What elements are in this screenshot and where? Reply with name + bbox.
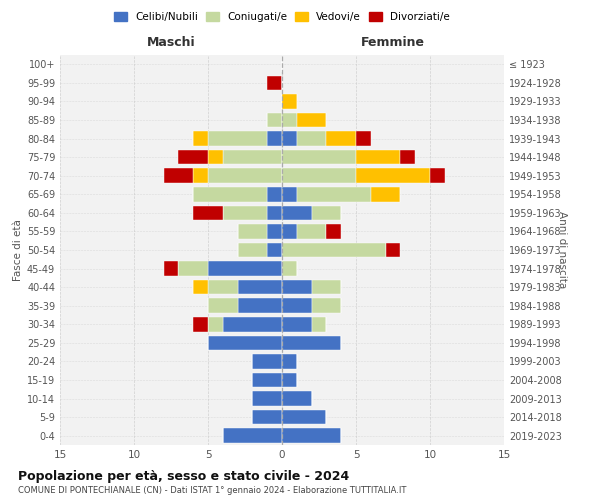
Bar (282, 206, 311, 220)
Text: Maschi: Maschi (146, 36, 196, 50)
Bar (223, 428, 282, 443)
Bar (193, 206, 223, 220)
Bar (297, 224, 326, 238)
Bar (430, 168, 445, 183)
Bar (282, 373, 297, 387)
Bar (282, 187, 297, 202)
Bar (282, 392, 311, 406)
Bar (356, 168, 430, 183)
Bar (386, 243, 400, 257)
Bar (311, 317, 326, 332)
Bar (238, 224, 267, 238)
Bar (267, 224, 282, 238)
Bar (282, 428, 341, 443)
Bar (400, 150, 415, 164)
Bar (282, 224, 297, 238)
Bar (297, 113, 326, 127)
Bar (311, 298, 341, 313)
Bar (193, 280, 208, 294)
Bar (208, 150, 223, 164)
Bar (282, 410, 326, 424)
Bar (282, 280, 311, 294)
Bar (208, 298, 238, 313)
Bar (193, 132, 208, 146)
Bar (223, 150, 282, 164)
Bar (193, 168, 208, 183)
Bar (164, 262, 178, 276)
Bar (208, 262, 282, 276)
Bar (356, 132, 371, 146)
Bar (282, 317, 311, 332)
Bar (267, 113, 282, 127)
Bar (178, 262, 208, 276)
Bar (193, 187, 267, 202)
Bar (208, 168, 282, 183)
Bar (267, 187, 282, 202)
Text: Femmine: Femmine (361, 36, 425, 50)
Bar (282, 94, 297, 108)
Bar (326, 224, 341, 238)
Bar (356, 150, 400, 164)
Bar (223, 206, 267, 220)
Bar (282, 336, 341, 350)
Bar (208, 280, 238, 294)
Bar (253, 392, 282, 406)
Bar (282, 168, 356, 183)
Bar (282, 262, 297, 276)
Bar (178, 150, 208, 164)
Bar (267, 76, 282, 90)
Bar (297, 187, 371, 202)
Bar (282, 150, 356, 164)
Bar (164, 168, 193, 183)
Bar (282, 113, 297, 127)
Bar (253, 354, 282, 368)
Text: Popolazione per età, sesso e stato civile - 2024: Popolazione per età, sesso e stato civil… (18, 470, 349, 483)
Bar (223, 317, 282, 332)
Bar (208, 132, 267, 146)
Bar (267, 132, 282, 146)
Bar (267, 206, 282, 220)
Text: COMUNE DI PONTECHIANALE (CN) - Dati ISTAT 1° gennaio 2024 - Elaborazione TUTTITA: COMUNE DI PONTECHIANALE (CN) - Dati ISTA… (18, 486, 406, 495)
Bar (208, 317, 223, 332)
Bar (311, 206, 341, 220)
Bar (238, 280, 282, 294)
Bar (282, 243, 386, 257)
Bar (282, 354, 297, 368)
Legend: Celibi/Nubili, Coniugati/e, Vedovi/e, Divorziati/e: Celibi/Nubili, Coniugati/e, Vedovi/e, Di… (112, 10, 452, 24)
Bar (282, 132, 297, 146)
Bar (326, 132, 356, 146)
Bar (238, 298, 282, 313)
Bar (253, 373, 282, 387)
Bar (282, 298, 311, 313)
Y-axis label: Anni di nascita: Anni di nascita (557, 212, 567, 288)
Bar (311, 280, 341, 294)
Bar (238, 243, 267, 257)
Bar (253, 410, 282, 424)
Bar (208, 336, 282, 350)
Y-axis label: Fasce di età: Fasce di età (13, 219, 23, 281)
Bar (267, 243, 282, 257)
Bar (371, 187, 400, 202)
Bar (193, 317, 208, 332)
Bar (297, 132, 326, 146)
